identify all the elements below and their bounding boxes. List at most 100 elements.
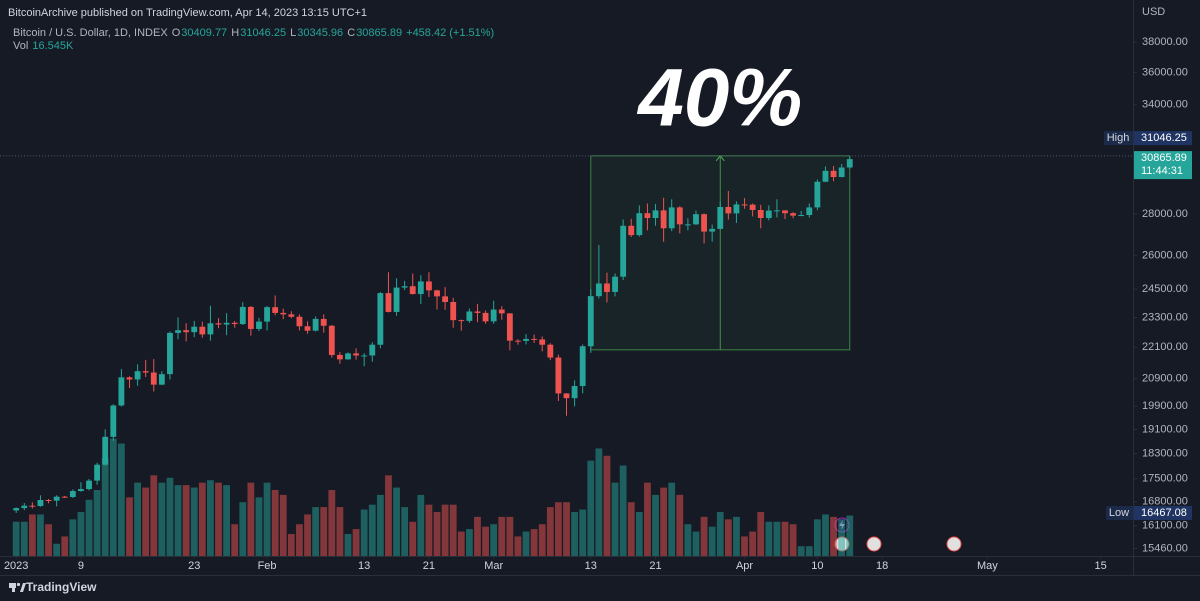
candle-body [733,204,740,214]
candle-body [369,344,376,356]
published: BitcoinArchive published on TradingView.… [8,7,368,19]
x-tick-label: 21 [649,560,661,572]
volume-bar [546,507,554,556]
candle-body [701,214,707,232]
y-tick-label: 18300.00 [1142,447,1188,459]
volume-bar [805,546,813,556]
volume-bar [174,485,182,556]
candle-body [191,326,198,333]
candle-body [37,499,44,507]
candle-body [78,489,84,492]
volume-bar [522,531,530,556]
candle-body [531,338,538,340]
volume-bar [716,512,724,556]
candle-body [167,332,173,375]
high-value: 31046.25 [240,27,287,39]
candle-body [652,210,659,219]
volume-bar [352,529,360,556]
volume-bar [587,460,595,556]
candle-body [361,355,368,357]
candle-body [830,170,837,178]
x-tick-label: 23 [188,560,200,572]
volume-bar [684,524,692,556]
candle-body [231,322,238,325]
candle-body [345,353,351,360]
volume-bar [417,494,425,556]
ohlc-letter: H [231,27,240,39]
candle-body [264,307,270,322]
candle-body [426,281,432,291]
volume-bar [182,485,190,556]
y-tick-label: 17500.00 [1142,473,1188,485]
candle-body [183,330,190,333]
y-tick-label: 28000.00 [1142,208,1188,220]
x-tick-label: 21 [423,560,435,572]
candle-body [175,330,181,333]
volume-bar [530,529,538,556]
candle-body [774,210,780,212]
candle-body [628,225,635,236]
y-tick-label: 16800.00 [1142,496,1188,508]
y-tick-label: 15460.00 [1142,542,1188,554]
x-tick-label: Feb [258,560,277,572]
volume-bar [134,482,141,556]
volume-bar [457,531,465,556]
candle-body [86,480,92,490]
volume-bar [126,497,133,556]
volume-bar [263,482,271,556]
volume-bar [441,504,449,556]
candle-body [612,276,618,292]
volume-bar [741,536,748,556]
volume-bar [45,524,52,556]
volume-bar [20,521,28,556]
volume-bar [433,512,441,556]
volume-bar [514,536,522,556]
close-value: 30865.89 [356,27,403,39]
candle-body [21,505,28,509]
candle-body [45,499,52,501]
candle-body [142,371,149,373]
volume-bar [749,531,757,556]
candle-body [555,357,562,394]
candle-body [320,318,327,326]
volume-bar [579,509,587,556]
x-tick-label: Apr [736,560,753,572]
candle-body [482,312,489,322]
volume-bar [312,507,320,556]
volume-bar [360,509,368,556]
ohlc-letter: O [171,27,181,39]
candle-body [515,340,521,342]
volume-bar [142,487,150,556]
candle-body [304,326,311,331]
volume-bar [563,502,570,556]
candle-body [595,283,602,297]
candle-body [53,496,60,501]
low-value-label: 16467.08 [1141,507,1187,519]
volume-bar [700,516,708,556]
candle-body [539,339,546,345]
candle-body [126,377,133,380]
volume-bar [482,526,489,556]
publish-line: BitcoinArchive published on TradingView.… [8,7,368,19]
candle-body [296,316,303,327]
candle-body [256,321,262,329]
volume-bar [344,534,352,556]
candle-body [385,293,392,312]
candle-body [288,314,295,317]
candle-body [846,159,853,168]
candle-body [118,377,125,406]
volume-bar [158,482,166,556]
open-value: 30409.77 [181,27,228,39]
candle-body [312,318,319,331]
candle-body [458,320,465,322]
volume-bar [279,494,287,556]
candle-body [693,214,699,225]
volume-value: 16.545K [32,40,74,52]
volume-bar [692,531,700,556]
volume-bar [207,480,214,556]
x-tick-label: 13 [358,560,370,572]
y-tick-label: 26000.00 [1142,250,1188,262]
ohlc-letter: C [347,27,356,39]
legend-line: Bitcoin / U.S. Dollar, 1D, INDEX O30409.… [13,27,495,39]
